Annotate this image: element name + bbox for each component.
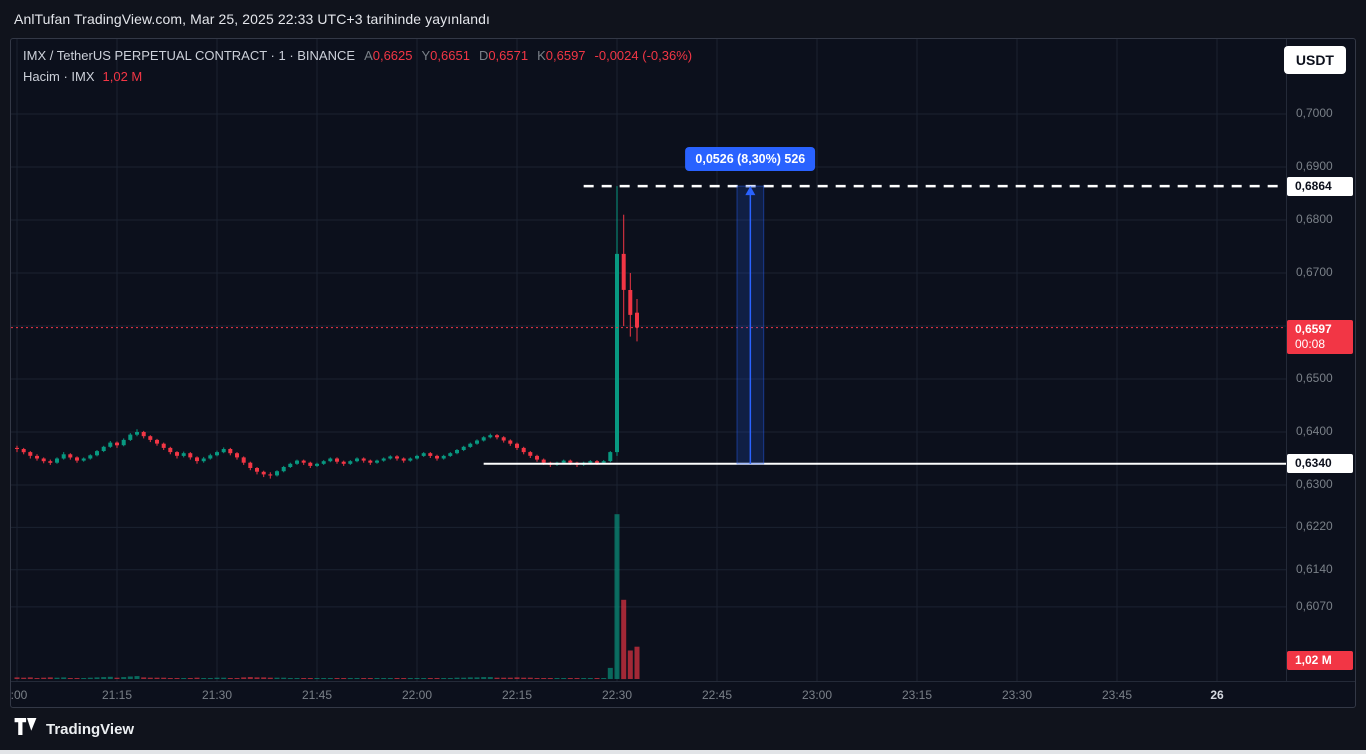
price-tick: 0,6140 xyxy=(1296,561,1333,576)
time-axis[interactable]: :00 21:15 21:30 21:45 22:00 22:15 22:30 22:45 23… xyxy=(11,681,1355,707)
low-label: D xyxy=(478,48,489,63)
chart-widget: 0,0526 (8,30%) 526 IMX / TetherUS PERPET… xyxy=(10,38,1356,708)
time-tick: 23:45 xyxy=(1101,688,1133,702)
symbol-row: IMX / TetherUS PERPETUAL CONTRACT · 1 · … xyxy=(23,45,692,66)
time-tick: 21:45 xyxy=(301,688,333,702)
price-tick: 0,6800 xyxy=(1296,212,1333,226)
footer: TradingView xyxy=(0,708,1366,750)
time-tick: 23:30 xyxy=(1001,688,1033,702)
close-value: 0,6597 xyxy=(545,48,586,63)
snapshot-banner: AnlTufan TradingView.com, Mar 25, 2025 2… xyxy=(0,0,1366,38)
drawing-price-label: 0,6340 xyxy=(1287,454,1353,474)
candlestick-plot[interactable] xyxy=(11,39,1286,681)
tradingview-brand[interactable]: TradingView xyxy=(46,720,135,738)
time-tick: 22:15 xyxy=(501,688,533,702)
last-price-value: 0,6597 xyxy=(1295,321,1332,336)
price-tick: 0,6220 xyxy=(1296,519,1333,534)
time-tick: 21:15 xyxy=(101,688,133,702)
currency-toggle-button[interactable]: USDT xyxy=(1283,46,1346,74)
price-tick: 0,6500 xyxy=(1296,371,1333,385)
time-tick: 23:00 xyxy=(801,688,833,702)
time-tick: 21:30 xyxy=(201,688,233,702)
open-label: A xyxy=(364,48,373,63)
high-label: Y xyxy=(421,48,431,63)
open-value: 0,6625 xyxy=(372,48,413,63)
volume-row: Hacim · IMX 1,02 M xyxy=(23,66,692,87)
time-tick: 26 xyxy=(1210,688,1224,702)
change-value: -0,0024 (-0,36%) xyxy=(594,48,693,63)
price-chart-pane[interactable]: 0,0526 (8,30%) 526 IMX / TetherUS PERPET… xyxy=(11,39,1286,681)
time-tick: 22:30 xyxy=(601,688,633,702)
price-tick: 0,7000 xyxy=(1296,106,1333,120)
volume-legend-label[interactable]: Hacim · IMX xyxy=(23,69,95,84)
price-tick: 0,6300 xyxy=(1296,477,1333,491)
close-label: K xyxy=(537,48,546,63)
low-value: 0,6571 xyxy=(488,48,529,63)
bar-countdown: 00:08 xyxy=(1295,336,1326,351)
drawing-price-label: 0,6864 xyxy=(1287,176,1353,196)
price-tick: 0,6400 xyxy=(1296,424,1333,438)
last-price-label: 0,6597 00:08 xyxy=(1287,319,1353,354)
time-tick: 22:00 xyxy=(401,688,433,702)
price-tick: 0,6900 xyxy=(1296,159,1333,173)
tradingview-logo-icon[interactable] xyxy=(14,718,37,740)
measure-tooltip: 0,0526 (8,30%) 526 xyxy=(685,147,816,172)
price-tick: 0,6070 xyxy=(1296,598,1333,613)
time-tick: :00 xyxy=(10,688,28,702)
bottom-edge-bar xyxy=(0,750,1366,754)
volume-legend-value: 1,02 M xyxy=(102,69,143,84)
last-volume-label: 1,02 M xyxy=(1287,651,1353,670)
time-tick: 22:45 xyxy=(701,688,733,702)
price-tick: 0,6700 xyxy=(1296,265,1333,279)
price-axis[interactable]: 0,7000 0,6900 0,6800 0,6700 0,6500 0,6400 0,63… xyxy=(1286,39,1355,681)
symbol-title[interactable]: IMX / TetherUS PERPETUAL CONTRACT · 1 · … xyxy=(23,48,356,63)
legend: IMX / TetherUS PERPETUAL CONTRACT · 1 · … xyxy=(23,45,692,87)
time-tick: 23:15 xyxy=(901,688,933,702)
high-value: 0,6651 xyxy=(430,48,470,63)
banner-text: AnlTufan TradingView.com, Mar 25, 2025 2… xyxy=(14,11,490,27)
